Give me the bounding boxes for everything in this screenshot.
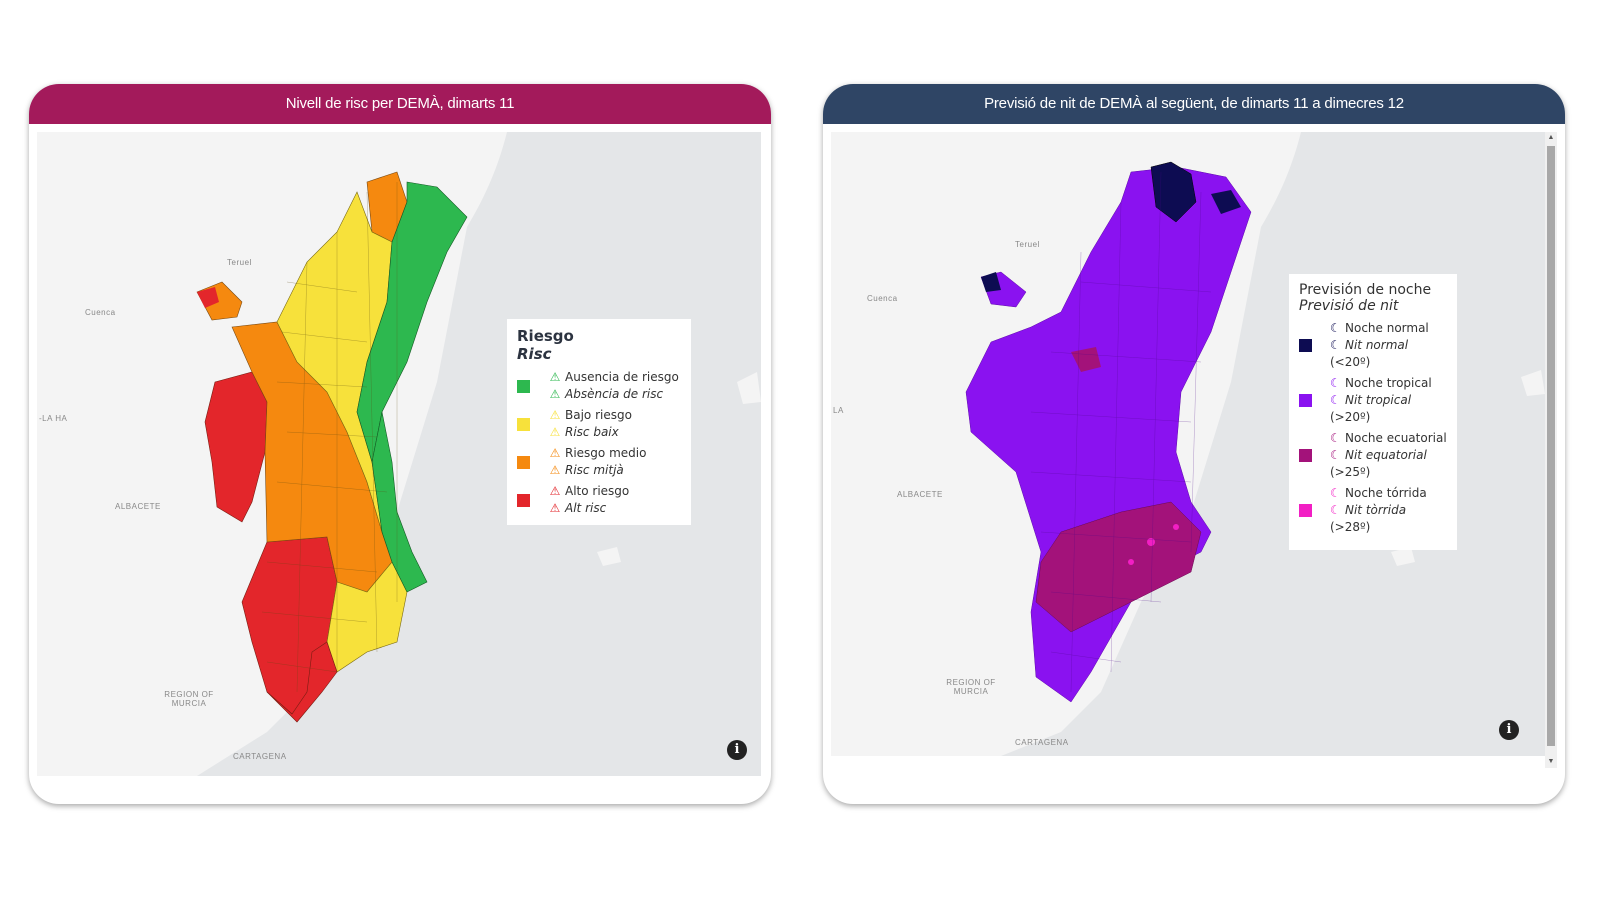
risk-legend-item: ⚠ Riesgo medio ⚠ Risc mitjà	[517, 445, 681, 479]
legend-range: (<20º)	[1330, 355, 1371, 369]
risk-map-canvas[interactable]	[37, 132, 761, 776]
moon-icon: ☾	[1330, 431, 1341, 445]
moon-icon: ☾	[1330, 338, 1341, 352]
legend-swatch	[1299, 449, 1312, 462]
place-teruel: Teruel	[227, 258, 252, 267]
scroll-up-icon[interactable]: ▲	[1547, 134, 1555, 141]
legend-label-va: Nit tòrrida	[1345, 503, 1407, 517]
night-legend-subtitle: Previsió de nit	[1299, 298, 1399, 314]
legend-label-va: Risc baix	[565, 425, 619, 439]
place-cuenca: Cuenca	[867, 294, 898, 303]
legend-swatch	[517, 417, 530, 431]
moon-icon: ☾	[1330, 503, 1341, 517]
night-legend-item: ☾ Noche tórrida ☾ Nit tòrrida (>28º)	[1299, 485, 1447, 536]
legend-swatch	[1299, 504, 1312, 517]
night-legend: Previsión de noche Previsió de nit ☾ Noch…	[1289, 274, 1457, 550]
risk-legend-title: Riesgo	[517, 327, 574, 345]
risk-legend-subtitle: Risc	[517, 345, 552, 363]
warning-icon: ⚠	[549, 463, 561, 477]
legend-label-es: Noche normal	[1345, 321, 1429, 335]
legend-label-va: Alt risc	[565, 501, 607, 515]
night-zone-tropical[interactable]	[965, 166, 1252, 703]
moon-icon: ☾	[1330, 486, 1341, 500]
legend-label-es: Riesgo medio	[565, 446, 647, 460]
risk-legend-item: ⚠ Alto riesgo ⚠ Alt risc	[517, 483, 681, 517]
night-map-title: Previsió de nit de DEMÀ al següent, de d…	[823, 84, 1565, 124]
place-la: LA	[833, 406, 844, 415]
legend-label-va: Absència de risc	[565, 387, 664, 401]
night-scrollbar[interactable]: ▲ ▼	[1545, 132, 1557, 768]
scroll-down-icon[interactable]: ▼	[1547, 758, 1555, 765]
legend-range: (>20º)	[1330, 410, 1371, 424]
risk-zone-green-coast[interactable]	[371, 411, 428, 593]
legend-label-es: Noche tórrida	[1345, 486, 1427, 500]
warning-icon: ⚠	[549, 446, 561, 460]
place-cartagena: CARTAGENA	[233, 752, 287, 761]
legend-swatch	[1299, 394, 1312, 407]
risk-map-card: Nivell de risc per DEMÀ, dimarts 11	[29, 84, 771, 804]
warning-icon: ⚠	[549, 408, 561, 422]
moon-icon: ☾	[1330, 448, 1341, 462]
night-map-card: Previsió de nit de DEMÀ al següent, de d…	[823, 84, 1565, 804]
legend-label-es: Ausencia de riesgo	[565, 370, 679, 384]
moon-icon: ☾	[1330, 376, 1341, 390]
legend-label-va: Risc mitjà	[565, 463, 624, 477]
moon-icon: ☾	[1330, 393, 1341, 407]
night-map-canvas[interactable]	[831, 132, 1551, 756]
legend-swatch	[517, 379, 530, 393]
place-la-mancha: -LA HA	[39, 414, 68, 423]
legend-label-va: Nit tropical	[1345, 393, 1412, 407]
scroll-thumb[interactable]	[1547, 146, 1555, 746]
risk-legend-item: ⚠ Bajo riesgo ⚠ Risc baix	[517, 407, 681, 441]
night-info-button[interactable]: i	[1499, 720, 1519, 740]
warning-icon: ⚠	[549, 370, 561, 384]
warning-icon: ⚠	[549, 501, 561, 515]
warning-icon: ⚠	[549, 425, 561, 439]
place-murcia: REGION OF MURCIA	[164, 690, 214, 708]
legend-label-va: Nit normal	[1345, 338, 1409, 352]
legend-swatch	[517, 493, 530, 507]
warning-icon: ⚠	[549, 484, 561, 498]
legend-swatch	[517, 455, 530, 469]
risk-map[interactable]: Teruel Cuenca ALBACETE REGION OF MURCIA …	[37, 132, 761, 776]
risk-legend: Riesgo Risc ⚠ Ausencia de riesgo ⚠ Absència…	[507, 319, 691, 525]
place-teruel: Teruel	[1015, 240, 1040, 249]
legend-swatch	[1299, 339, 1312, 352]
night-legend-title: Previsión de noche	[1299, 282, 1432, 298]
place-murcia: REGION OF MURCIA	[946, 678, 996, 696]
legend-label-es: Noche ecuatorial	[1345, 431, 1447, 445]
place-albacete: ALBACETE	[897, 490, 943, 499]
legend-range: (>28º)	[1330, 520, 1371, 534]
night-map[interactable]: Teruel Cuenca ALBACETE REGION OF MURCIA …	[831, 132, 1551, 756]
night-zone-normal[interactable]	[1150, 161, 1197, 223]
risk-info-button[interactable]: i	[727, 740, 747, 760]
moon-icon: ☾	[1330, 321, 1341, 335]
legend-label-va: Nit equatorial	[1345, 448, 1427, 462]
night-legend-item: ☾ Noche normal ☾ Nit normal (<20º)	[1299, 320, 1447, 371]
place-albacete: ALBACETE	[115, 502, 161, 511]
legend-label-es: Noche tropical	[1345, 376, 1432, 390]
place-cartagena: CARTAGENA	[1015, 738, 1069, 747]
legend-range: (>25º)	[1330, 465, 1371, 479]
place-cuenca: Cuenca	[85, 308, 116, 317]
night-legend-item: ☾ Noche ecuatorial ☾ Nit equatorial (>25º)	[1299, 430, 1447, 481]
legend-label-es: Alto riesgo	[565, 484, 630, 498]
risk-map-title: Nivell de risc per DEMÀ, dimarts 11	[29, 84, 771, 124]
legend-label-es: Bajo riesgo	[565, 408, 632, 422]
risk-legend-item: ⚠ Ausencia de riesgo ⚠ Absència de risc	[517, 369, 681, 403]
warning-icon: ⚠	[549, 387, 561, 401]
night-legend-item: ☾ Noche tropical ☾ Nit tropical (>20º)	[1299, 375, 1447, 426]
